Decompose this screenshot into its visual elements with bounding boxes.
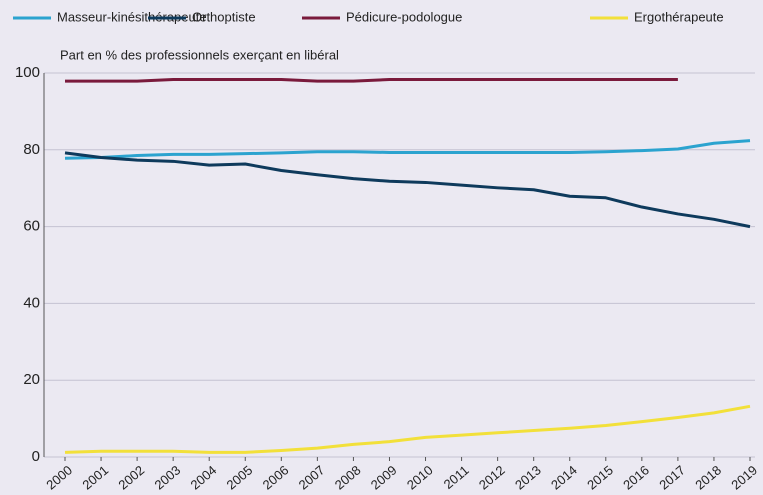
x-tick-label: 2000: [43, 462, 75, 492]
series-line: [64, 404, 751, 454]
x-tick-label: 2001: [79, 462, 111, 492]
legend-label: Pédicure-podologue: [346, 9, 462, 24]
y-tick-label: 40: [23, 294, 40, 311]
x-tick-label: 2011: [441, 462, 472, 491]
series-line: [65, 78, 678, 83]
x-tick-label: 2009: [368, 462, 400, 492]
y-axis-label: Part en % des professionnels exerçant en…: [60, 47, 339, 62]
x-tick-label: 2017: [656, 462, 688, 492]
x-tick-label: 2007: [296, 462, 328, 492]
x-tick-label: 2003: [151, 462, 183, 492]
legend-label: Masseur-kinésithérapeute: [57, 9, 207, 24]
x-tick-label: 2004: [188, 462, 220, 492]
x-tick-label: 2016: [620, 462, 652, 492]
x-tick-label: 2002: [115, 462, 147, 492]
x-tick-label: 2019: [728, 462, 760, 492]
y-tick-label: 20: [23, 371, 40, 388]
x-tick-label: 2013: [512, 462, 544, 492]
y-tick-label: 60: [23, 218, 40, 235]
y-tick-label: 80: [23, 141, 40, 158]
y-tick-label: 100: [15, 64, 40, 81]
x-tick-label: 2018: [692, 462, 724, 492]
series-line: [64, 139, 751, 160]
x-tick-label: 2005: [224, 462, 256, 492]
x-tick-label: 2008: [332, 462, 364, 492]
x-tick-label: 2012: [476, 462, 508, 492]
series-line: [64, 151, 751, 229]
x-tick-label: 2014: [548, 462, 580, 492]
x-tick-label: 2006: [260, 462, 292, 492]
x-tick-label: 2015: [584, 462, 616, 492]
legend-label: Ergothérapeute: [634, 9, 724, 24]
x-tick-label: 2010: [404, 462, 436, 492]
y-tick-label: 0: [32, 448, 40, 465]
legend-label: Orthoptiste: [192, 9, 256, 24]
